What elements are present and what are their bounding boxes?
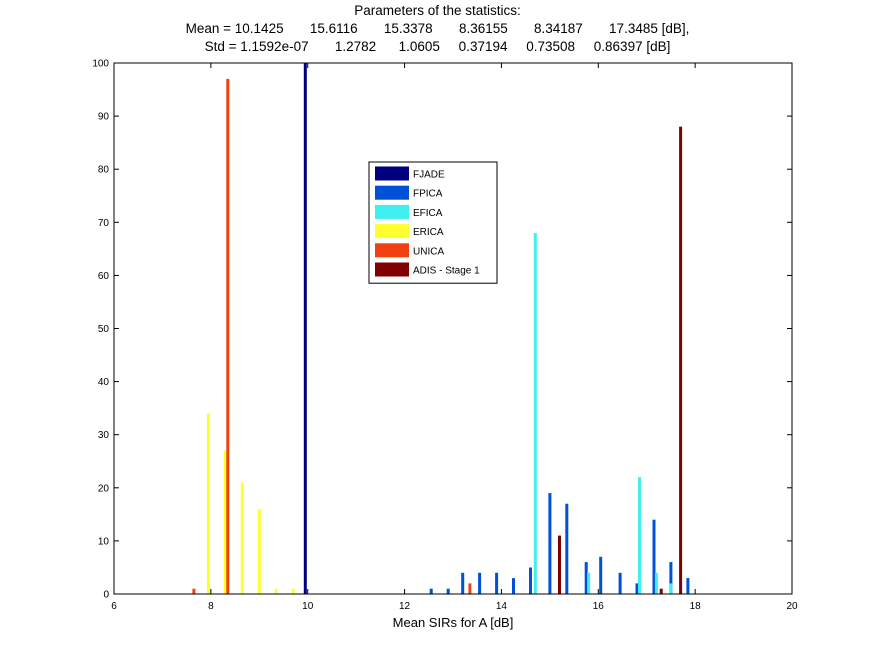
bar-efica-0 (533, 232, 537, 594)
chart-title-line-3: Std = 1.1592e-07 1.2782 1.0605 0.37194 0… (204, 39, 671, 54)
bar-fpica-15 (686, 578, 690, 594)
ticks-group: 6 8 10 12 14 16 18 20 0 10 20 30 40 50 60 70 80 90 100 (92, 59, 798, 613)
bar-fpica-2 (461, 572, 465, 594)
y-tick-label: 60 (98, 271, 110, 282)
bar-adis-stage-1-1 (659, 588, 663, 594)
bar-fpica-4 (495, 572, 499, 594)
bar-fpica-8 (565, 503, 569, 594)
x-tick-label: 8 (208, 601, 214, 612)
y-tick-label: 90 (98, 112, 110, 123)
bar-fpica-5 (512, 578, 515, 594)
y-tick-label: 70 (98, 218, 110, 229)
y-tick-label: 50 (98, 324, 110, 335)
bar-adis-stage-1-2 (679, 126, 683, 594)
bar-fpica-6 (529, 567, 532, 594)
legend-entry-label: FPICA (413, 189, 443, 200)
chart-title-line-1: Parameters of the statistics: (354, 3, 521, 18)
bar-erica-5 (291, 588, 295, 594)
plot-frame (113, 62, 793, 595)
x-tick-label: 16 (593, 601, 605, 612)
legend-entry-label: FJADE (413, 170, 445, 181)
y-tick-label: 30 (98, 430, 110, 441)
y-tick-label: 40 (98, 377, 110, 388)
legend-swatch (375, 204, 409, 219)
bar-efica-3 (654, 572, 658, 594)
legend-entry-label: EFICA (413, 208, 443, 219)
y-tick-label: 80 (98, 165, 110, 176)
x-tick-label: 20 (786, 601, 798, 612)
bar-unica-0 (192, 588, 196, 594)
chart-title-line-2: Mean = 10.1425 15.6116 15.3378 8.36155 8… (185, 21, 690, 36)
x-tick-label: 6 (111, 601, 117, 612)
bar-fpica-13 (652, 519, 656, 594)
bar-erica-3 (257, 509, 261, 594)
legend-entry-label: UNICA (413, 246, 444, 257)
bar-fpica-9 (584, 562, 588, 594)
bar-fpica-1 (446, 588, 450, 594)
legend-entry-label: ADIS - Stage 1 (413, 266, 480, 277)
y-tick-label: 20 (98, 483, 110, 494)
y-tick-label: 0 (103, 590, 109, 601)
x-tick-label: 14 (496, 601, 508, 612)
bar-fpica-7 (548, 493, 552, 594)
bar-unica-2 (468, 583, 472, 594)
bar-adis-stage-1-0 (558, 535, 561, 594)
legend-swatch (375, 166, 409, 181)
bar-fpica-3 (478, 572, 482, 594)
bar-fpica-12 (635, 583, 639, 594)
bar-fpica-11 (618, 572, 622, 594)
y-tick-label: 100 (92, 59, 109, 70)
legend-swatch (375, 224, 409, 239)
bar-erica-4 (274, 588, 278, 594)
bar-fpica-14 (669, 562, 673, 594)
bar-efica-1 (587, 572, 591, 594)
legend-swatch (375, 243, 409, 258)
bar-fjade-0 (303, 63, 307, 594)
legend: FJADE FPICA EFICA ERICA UNICA ADIS - Stage 1 (368, 161, 498, 284)
x-axis-label: Mean SIRs for A [dB] (393, 615, 514, 630)
x-tick-label: 10 (302, 601, 314, 612)
x-tick-label: 12 (399, 601, 411, 612)
bar-erica-0 (206, 413, 210, 594)
legend-entry-label: ERICA (413, 227, 444, 238)
bars-group (192, 63, 690, 594)
legend-swatch (375, 262, 409, 277)
bar-efica-4 (669, 583, 673, 594)
bar-erica-1 (223, 450, 227, 594)
bar-efica-2 (638, 477, 641, 594)
bar-fpica-0 (429, 588, 433, 594)
x-tick-label: 18 (690, 601, 702, 612)
legend-swatch (375, 185, 409, 200)
bar-fpica-10 (599, 556, 603, 594)
bar-unica-1 (226, 78, 230, 594)
bar-erica-2 (240, 482, 244, 594)
y-tick-label: 10 (98, 536, 110, 547)
